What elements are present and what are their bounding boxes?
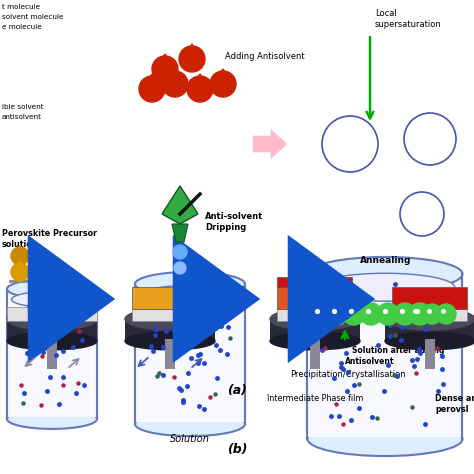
Text: Solution after adding: Solution after adding	[352, 346, 444, 355]
Text: e molecule: e molecule	[2, 24, 42, 30]
Polygon shape	[168, 69, 182, 80]
Text: Dripping: Dripping	[205, 223, 246, 232]
Bar	[125, 319, 215, 341]
Polygon shape	[145, 74, 159, 85]
Bar	[308, 274, 463, 439]
Circle shape	[11, 263, 29, 281]
Bar	[135, 284, 245, 424]
Text: Precipitation/Crystallisation: Precipitation/Crystallisation	[290, 370, 406, 379]
Circle shape	[139, 76, 165, 102]
Bar	[277, 309, 353, 321]
Circle shape	[11, 247, 29, 265]
Circle shape	[210, 71, 236, 97]
Bar	[7, 319, 97, 341]
Bar	[7, 289, 97, 419]
Circle shape	[422, 304, 442, 324]
Ellipse shape	[315, 273, 455, 301]
Ellipse shape	[140, 285, 239, 305]
Text: antisolvent: antisolvent	[2, 114, 42, 120]
Circle shape	[409, 303, 431, 325]
Ellipse shape	[7, 279, 97, 299]
Bar	[133, 309, 208, 321]
Bar	[270, 319, 360, 341]
Ellipse shape	[385, 308, 474, 330]
Circle shape	[152, 56, 178, 82]
Polygon shape	[162, 186, 198, 224]
Circle shape	[173, 245, 187, 259]
Text: solvent molecule: solvent molecule	[2, 14, 64, 20]
Bar	[165, 339, 175, 369]
Bar	[133, 287, 208, 309]
Circle shape	[162, 71, 188, 97]
Text: Anti-solvent: Anti-solvent	[205, 212, 263, 221]
Polygon shape	[15, 262, 25, 269]
Polygon shape	[193, 74, 207, 85]
Bar	[425, 339, 435, 369]
Bar	[385, 319, 474, 341]
Circle shape	[326, 303, 348, 325]
Bar	[47, 339, 57, 369]
Bar	[392, 287, 467, 309]
Ellipse shape	[125, 332, 215, 350]
Text: (b): (b)	[227, 443, 247, 456]
Circle shape	[408, 304, 428, 324]
Bar	[277, 287, 353, 309]
Ellipse shape	[7, 332, 97, 350]
Bar	[308, 276, 463, 437]
Circle shape	[174, 262, 186, 274]
Circle shape	[343, 303, 365, 325]
Circle shape	[394, 303, 416, 325]
Text: Solution: Solution	[170, 434, 210, 444]
Ellipse shape	[11, 292, 92, 308]
Polygon shape	[216, 69, 230, 80]
Polygon shape	[172, 224, 188, 242]
Ellipse shape	[270, 332, 360, 350]
Bar	[277, 277, 353, 287]
Circle shape	[309, 303, 331, 325]
Text: supersaturation: supersaturation	[375, 20, 442, 29]
Bar	[7, 307, 97, 321]
Polygon shape	[185, 44, 199, 55]
Text: (a): (a)	[227, 384, 247, 397]
Ellipse shape	[7, 308, 97, 330]
Text: perovsl: perovsl	[435, 405, 468, 414]
Bar	[135, 286, 245, 422]
Ellipse shape	[125, 308, 215, 330]
Text: ible solvent: ible solvent	[2, 104, 44, 110]
Circle shape	[436, 304, 456, 324]
Text: Perovskite Precursor: Perovskite Precursor	[2, 229, 97, 238]
Ellipse shape	[270, 308, 360, 330]
Ellipse shape	[135, 272, 245, 296]
Bar	[392, 309, 467, 321]
Text: Dense an: Dense an	[435, 394, 474, 403]
Text: Antisolvent: Antisolvent	[345, 357, 395, 366]
Bar	[310, 339, 320, 369]
Text: Annealing: Annealing	[360, 256, 411, 265]
Ellipse shape	[308, 257, 463, 291]
Circle shape	[179, 46, 205, 72]
Text: Adding Antisolvent: Adding Antisolvent	[225, 52, 305, 61]
Circle shape	[377, 303, 399, 325]
Polygon shape	[15, 246, 25, 253]
Circle shape	[360, 303, 382, 325]
Bar	[7, 291, 97, 417]
Text: Local: Local	[375, 9, 397, 18]
Text: Intermediate Phase film: Intermediate Phase film	[267, 394, 363, 403]
Ellipse shape	[385, 332, 474, 350]
Text: solution: solution	[2, 240, 38, 249]
Polygon shape	[158, 54, 172, 65]
Ellipse shape	[7, 409, 97, 429]
Circle shape	[187, 76, 213, 102]
Ellipse shape	[135, 412, 245, 436]
Text: t molecule: t molecule	[2, 4, 40, 10]
Ellipse shape	[308, 422, 463, 456]
